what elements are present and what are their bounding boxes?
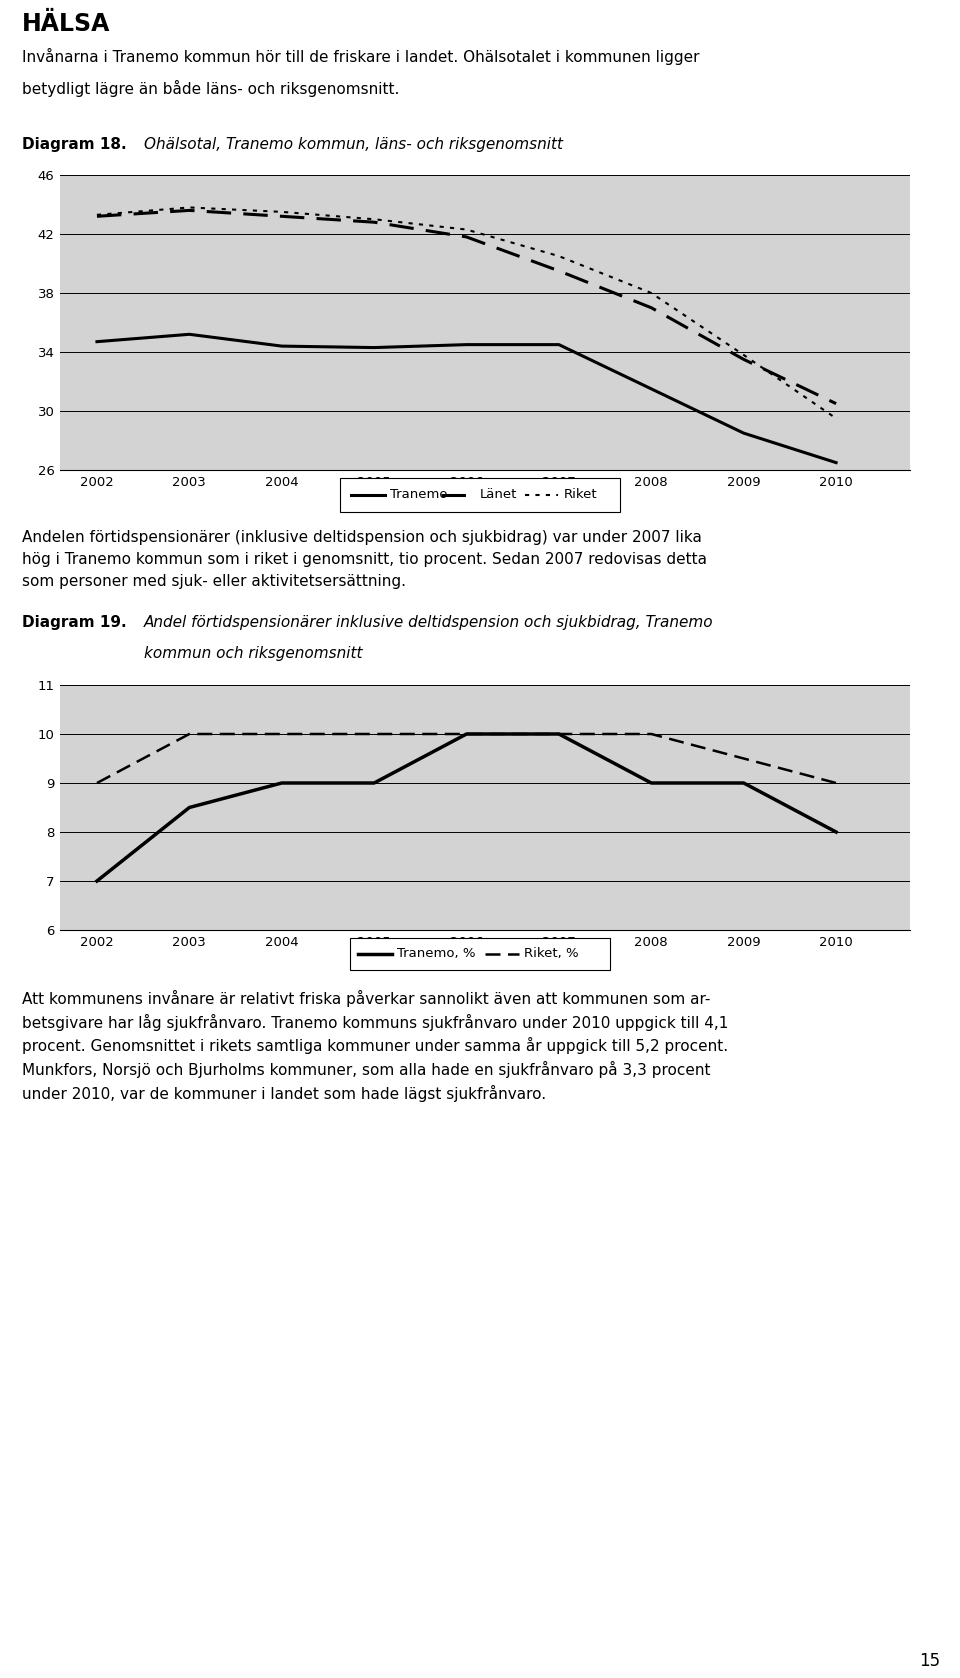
Text: kommun och riksgenomsnitt: kommun och riksgenomsnitt [143,646,362,661]
Text: Diagram 19.: Diagram 19. [22,616,127,629]
Text: Riket: Riket [564,488,598,502]
Text: Diagram 18.: Diagram 18. [22,136,127,151]
Text: Länet: Länet [480,488,517,502]
Text: Andelen förtidspensionärer (inklusive deltidspension och sjukbidrag) var under 2: Andelen förtidspensionärer (inklusive de… [22,530,702,545]
Text: HÄLSA: HÄLSA [22,12,110,35]
Text: Invånarna i Tranemo kommun hör till de friskare i landet. Ohälsotalet i kommunen: Invånarna i Tranemo kommun hör till de f… [22,49,700,65]
Text: Ohälsotal, Tranemo kommun, läns- och riksgenomsnitt: Ohälsotal, Tranemo kommun, läns- och rik… [143,136,563,151]
Text: Tranemo: Tranemo [391,488,448,502]
Text: Tranemo, %: Tranemo, % [396,948,475,960]
Text: betydligt lägre än både läns- och riksgenomsnitt.: betydligt lägre än både läns- och riksge… [22,81,399,97]
Text: Att kommunens invånare är relativt friska påverkar sannolikt även att kommunen s: Att kommunens invånare är relativt frisk… [22,990,710,1007]
Text: Andel förtidspensionärer inklusive deltidspension och sjukbidrag, Tranemo: Andel förtidspensionärer inklusive delti… [143,616,713,629]
Text: som personer med sjuk- eller aktivitetsersättning.: som personer med sjuk- eller aktivitetse… [22,574,406,589]
Text: Riket, %: Riket, % [524,948,579,960]
Text: 15: 15 [919,1653,940,1670]
Text: procent. Genomsnittet i rikets samtliga kommuner under samma år uppgick till 5,2: procent. Genomsnittet i rikets samtliga … [22,1037,728,1054]
Text: betsgivare har låg sjukfrånvaro. Tranemo kommuns sjukfrånvaro under 2010 uppgick: betsgivare har låg sjukfrånvaro. Tranemo… [22,1014,729,1030]
Text: hög i Tranemo kommun som i riket i genomsnitt, tio procent. Sedan 2007 redovisas: hög i Tranemo kommun som i riket i genom… [22,552,707,567]
Text: Munkfors, Norsjö och Bjurholms kommuner, som alla hade en sjukfrånvaro på 3,3 pr: Munkfors, Norsjö och Bjurholms kommuner,… [22,1060,710,1077]
Text: under 2010, var de kommuner i landet som hade lägst sjukfrånvaro.: under 2010, var de kommuner i landet som… [22,1084,546,1101]
